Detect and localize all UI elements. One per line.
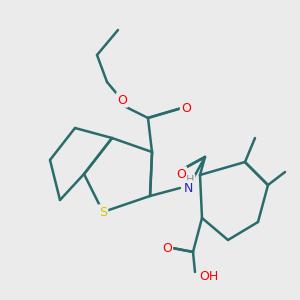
Text: N: N: [183, 182, 193, 194]
Text: O: O: [162, 242, 172, 254]
Text: O: O: [181, 101, 191, 115]
Text: OH: OH: [199, 271, 218, 284]
Text: S: S: [99, 206, 107, 218]
Text: O: O: [176, 167, 186, 181]
Text: H: H: [186, 175, 194, 185]
Text: O: O: [117, 94, 127, 106]
